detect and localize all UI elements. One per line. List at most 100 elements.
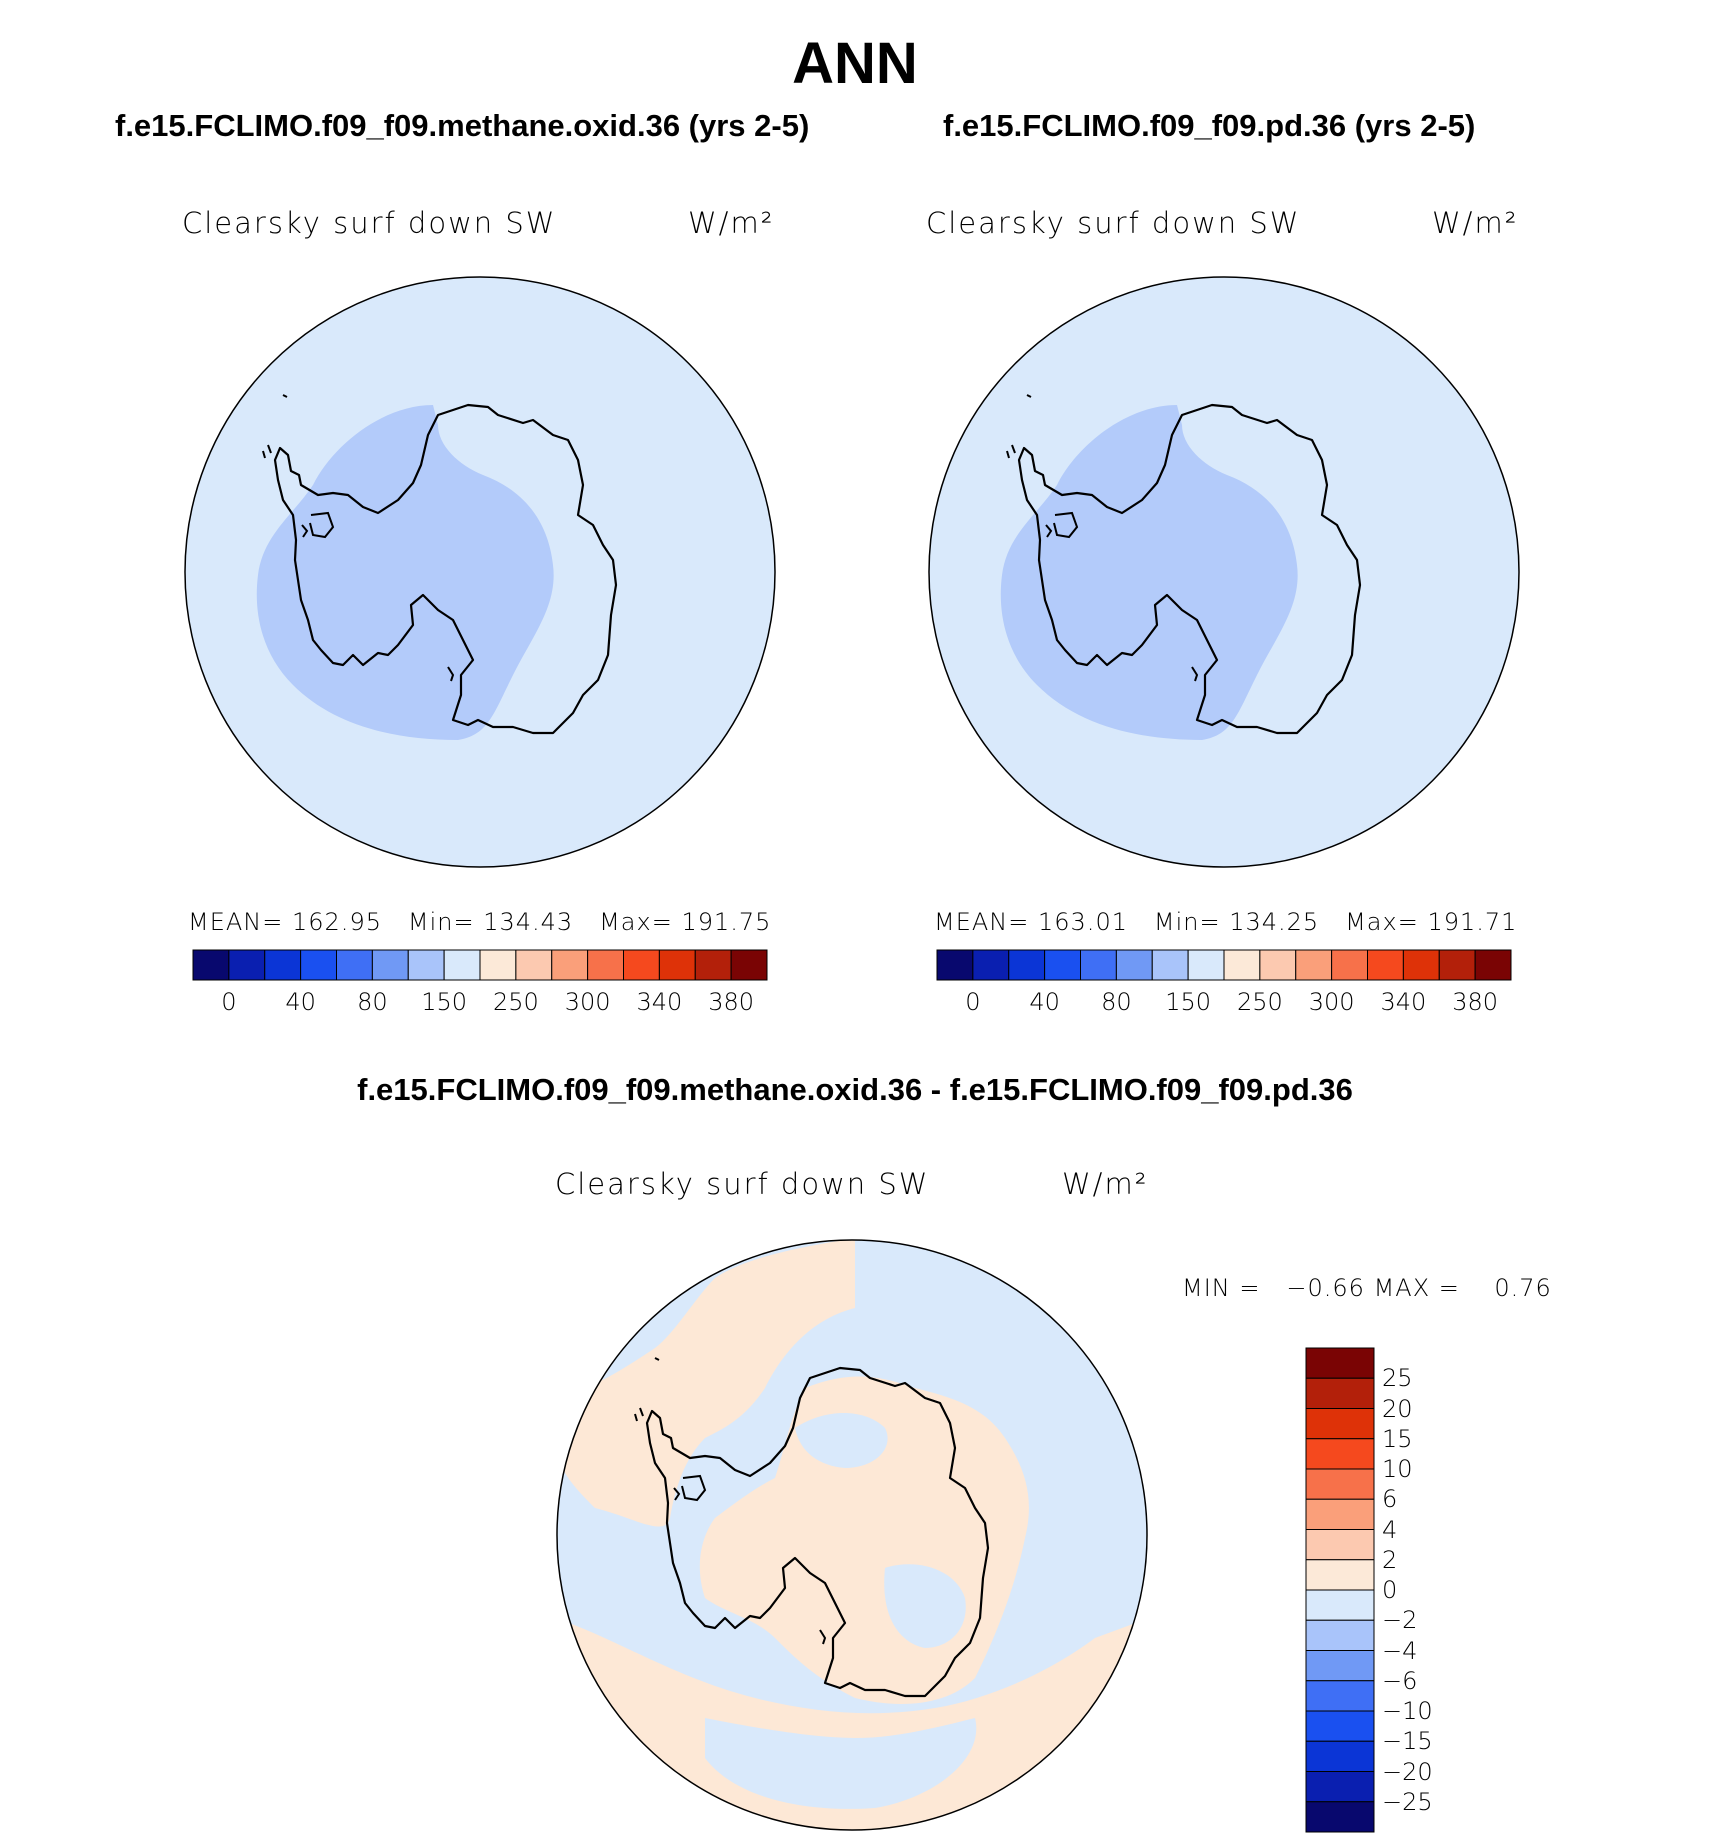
diff-colorbar-swatch	[1305, 1619, 1375, 1651]
panel2-island-b	[1045, 524, 1053, 538]
panel1-colorbar	[192, 949, 768, 981]
diff-colorbar-tick-label: −15	[1382, 1727, 1433, 1756]
diff-island-a	[681, 1474, 707, 1502]
panel1-island-a	[309, 511, 335, 539]
colorbar-swatch	[1115, 949, 1153, 981]
colorbar-swatch	[1259, 949, 1297, 981]
panel2-variable-label: Clearsky surf down SW	[926, 206, 1301, 240]
diff-case-title: f.e15.FCLIMO.f09_f09.methane.oxid.36 - f…	[357, 1072, 1353, 1107]
panel2-low-region	[1000, 405, 1298, 740]
diff-colorbar-tick-label: 20	[1382, 1394, 1413, 1423]
panel2-mean-value: 163.01	[1038, 908, 1128, 936]
panel1-stats: MEAN= 162.95 Min= 134.43 Max= 191.75	[188, 908, 771, 936]
panel1-max-value: 191.75	[681, 908, 772, 936]
colorbar-swatch	[936, 949, 974, 981]
colorbar-swatch	[407, 949, 445, 981]
diff-colorbar-tick-label: 4	[1382, 1515, 1398, 1544]
diff-colorbar-swatch	[1305, 1589, 1375, 1621]
colorbar-tick-label: 300	[564, 988, 611, 1016]
panel1-min-value: 134.43	[483, 908, 574, 936]
colorbar-swatch	[1008, 949, 1046, 981]
colorbar-swatch	[1044, 949, 1081, 981]
panel1-island-b	[301, 524, 309, 538]
diff-coastline	[645, 1366, 990, 1698]
diff-colorbar	[1305, 1347, 1375, 1833]
colorbar-tick-label: 80	[1101, 988, 1132, 1016]
diff-colorbar-swatch	[1305, 1801, 1375, 1833]
panel1-max-label: Max=	[599, 908, 673, 936]
colorbar-tick-label: 40	[285, 988, 316, 1016]
panel2-colorbar-ticks: 0 40 80 150 250 300 340 380	[937, 988, 1511, 1018]
diff-colorbar-tick-label: 10	[1382, 1455, 1413, 1483]
colorbar-swatch	[1474, 949, 1512, 981]
panel1-colorbar-ticks: 0 40 80 150 250 300 340 380	[193, 988, 767, 1018]
panel2-units-label: W/m²	[1432, 206, 1519, 240]
colorbar-swatch	[1295, 949, 1333, 981]
diff-colorbar-tick-label: −20	[1382, 1757, 1433, 1786]
colorbar-tick-label: 340	[636, 988, 683, 1016]
diff-variable-label: Clearsky surf down SW	[555, 1167, 930, 1201]
colorbar-swatch	[730, 949, 768, 981]
panel2-island-a	[1053, 511, 1079, 539]
panel2-island-c	[1191, 666, 1199, 682]
diff-positive-region-left	[557, 1240, 855, 1527]
colorbar-tick-label: 300	[1308, 988, 1355, 1016]
colorbar-tick-label: 0	[221, 988, 237, 1016]
panel2-case-title: f.e15.FCLIMO.f09_f09.pd.36 (yrs 2-5)	[943, 108, 1476, 143]
diff-min-label: MIN =	[1182, 1274, 1261, 1302]
colorbar-swatch	[300, 949, 337, 981]
panel1-variable-label: Clearsky surf down SW	[182, 206, 557, 240]
panel2-map	[928, 276, 1520, 868]
colorbar-swatch	[1187, 949, 1225, 981]
diff-colorbar-tick-label: 2	[1382, 1545, 1398, 1574]
diff-colorbar-tick-label: −25	[1382, 1787, 1433, 1816]
diff-min-value: −0.66	[1286, 1274, 1365, 1302]
colorbar-tick-label: 250	[492, 988, 539, 1016]
colorbar-tick-label: 250	[1236, 988, 1283, 1016]
colorbar-tick-label: 380	[708, 988, 755, 1016]
diff-colorbar-swatch	[1305, 1710, 1375, 1742]
colorbar-tick-label: 80	[357, 988, 388, 1016]
panel2-colorbar	[936, 949, 1512, 981]
panel2-map-border	[928, 276, 1520, 868]
colorbar-swatch	[1331, 949, 1368, 981]
page-title: ANN	[792, 31, 918, 96]
panel2-max-value: 191.71	[1427, 908, 1518, 936]
diff-units-label: W/m²	[1062, 1167, 1149, 1201]
colorbar-swatch	[443, 949, 481, 981]
diff-colorbar-tick-label: −2	[1382, 1606, 1418, 1635]
panel2-mean-label: MEAN=	[934, 908, 1030, 936]
colorbar-swatch	[371, 949, 409, 981]
diff-colorbar-tick-label: −4	[1382, 1636, 1418, 1665]
diff-colorbar-swatch	[1305, 1347, 1375, 1379]
diff-colorbar-swatch	[1305, 1650, 1375, 1682]
panel2-max-label: Max=	[1345, 908, 1419, 936]
panel1-mean-label: MEAN=	[188, 908, 284, 936]
colorbar-swatch	[1402, 949, 1440, 981]
colorbar-tick-label: 150	[1165, 988, 1212, 1016]
diff-colorbar-swatch	[1305, 1498, 1375, 1530]
colorbar-tick-label: 150	[421, 988, 468, 1016]
diff-colorbar-tick-label: −6	[1382, 1666, 1418, 1695]
diff-island-c	[819, 1629, 827, 1645]
diff-negative-patch-a	[705, 1718, 977, 1809]
colorbar-swatch	[1080, 949, 1117, 981]
diff-map-border	[556, 1239, 1148, 1831]
diff-colorbar-tick-label: 25	[1382, 1364, 1413, 1393]
panel1-units-label: W/m²	[688, 206, 775, 240]
diff-colorbar-swatch	[1305, 1680, 1375, 1712]
diff-colorbar-tick-label: 6	[1382, 1485, 1398, 1514]
panel1-case-title: f.e15.FCLIMO.f09_f09.methane.oxid.36 (yr…	[115, 108, 810, 143]
colorbar-swatch	[658, 949, 696, 981]
panel2-stats: MEAN= 163.01 Min= 134.25 Max= 191.71	[934, 908, 1517, 936]
colorbar-tick-label: 340	[1380, 988, 1427, 1016]
colorbar-swatch	[479, 949, 517, 981]
panel1-mean-value: 162.95	[292, 908, 382, 936]
panel1-coastline	[273, 403, 618, 735]
panel2-min-value: 134.25	[1229, 908, 1320, 936]
panel2-min-label: Min=	[1153, 908, 1221, 936]
diff-negative-patch-c	[795, 1413, 888, 1468]
panel1-island-c	[447, 666, 455, 682]
diff-islets	[634, 1357, 660, 1422]
diff-negative-patch-b	[884, 1564, 966, 1648]
